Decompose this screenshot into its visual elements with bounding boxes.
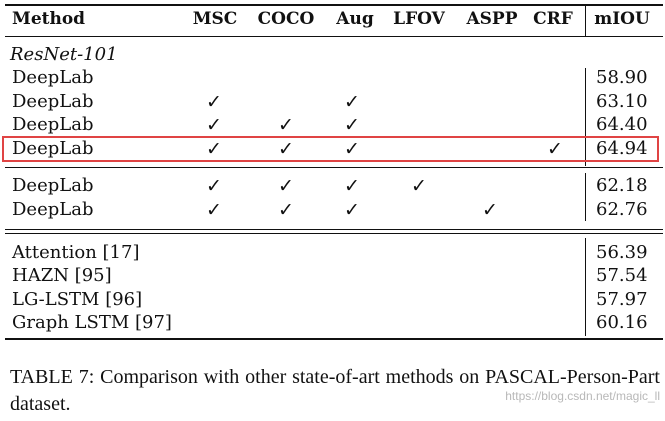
column-separator (585, 68, 586, 166)
header-rule (5, 36, 663, 37)
header-crf: CRF (533, 9, 573, 29)
check-icon: ✓ (206, 138, 222, 160)
check-icon: ✓ (278, 175, 294, 197)
section-label: ResNet-101 (10, 44, 118, 65)
table-row-method: DeepLab (12, 91, 94, 112)
check-icon: ✓ (206, 175, 222, 197)
check-icon: ✓ (206, 199, 222, 221)
table-row-method: DeepLab (12, 67, 94, 88)
group-rule (5, 167, 663, 168)
check-icon: ✓ (344, 175, 360, 197)
header-miou: mIOU (594, 9, 650, 29)
column-separator (585, 173, 586, 221)
table-row-method: Graph LSTM [97] (12, 312, 172, 333)
check-icon: ✓ (278, 199, 294, 221)
table-row-miou: 60.16 (596, 312, 648, 333)
check-icon: ✓ (278, 138, 294, 160)
header-coco: COCO (257, 9, 315, 29)
table-row-miou: 56.39 (596, 242, 648, 263)
column-separator (585, 4, 586, 36)
check-icon: ✓ (278, 114, 294, 136)
header-aspp: ASPP (466, 9, 518, 29)
table-row-miou: 62.76 (596, 199, 648, 220)
table-row-method: HAZN [95] (12, 265, 112, 286)
header-method: Method (12, 9, 86, 29)
table-row-miou: 58.90 (596, 67, 648, 88)
check-icon: ✓ (344, 199, 360, 221)
table-row-miou: 64.40 (596, 114, 648, 135)
group-rule (5, 229, 663, 230)
table-row-miou: 62.18 (596, 175, 648, 196)
table-row-method: DeepLab (12, 199, 94, 220)
check-icon: ✓ (206, 114, 222, 136)
table-caption: TABLE 7: Comparison with other state-of-… (10, 366, 660, 415)
check-icon: ✓ (547, 138, 563, 160)
header-aug: Aug (336, 9, 374, 29)
check-icon: ✓ (411, 175, 427, 197)
check-icon: ✓ (482, 199, 498, 221)
check-icon: ✓ (206, 91, 222, 113)
header-msc: MSC (192, 9, 238, 29)
bottom-rule (5, 338, 663, 340)
table-row-miou: 57.97 (596, 289, 648, 310)
table-row-method: DeepLab (12, 175, 94, 196)
table-row-method: LG-LSTM [96] (12, 289, 143, 310)
highlight-box (2, 136, 659, 162)
check-icon: ✓ (344, 138, 360, 160)
group-rule (5, 233, 663, 234)
top-rule (5, 4, 663, 6)
watermark: https://blog.csdn.net/magic_ll (505, 389, 660, 403)
table-row-miou: 63.10 (596, 91, 648, 112)
table-row-miou: 64.94 (596, 138, 648, 159)
table-row-method: DeepLab (12, 138, 94, 159)
column-separator (585, 238, 586, 336)
table-row-method: DeepLab (12, 114, 94, 135)
table-row-miou: 57.54 (596, 265, 648, 286)
table-row-method: Attention [17] (12, 242, 140, 263)
header-lfov: LFOV (393, 9, 445, 29)
check-icon: ✓ (344, 91, 360, 113)
check-icon: ✓ (344, 114, 360, 136)
